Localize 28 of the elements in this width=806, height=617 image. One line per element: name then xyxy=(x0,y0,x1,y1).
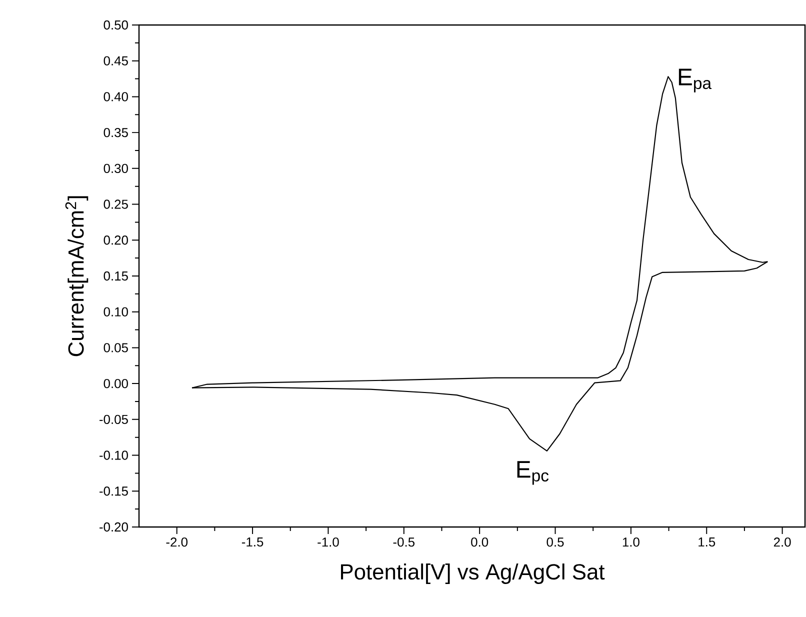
x-tick-label: 0.5 xyxy=(546,538,564,547)
y-tick-label: -0.05 xyxy=(100,414,128,424)
x-tick-label: -0.5 xyxy=(393,538,415,547)
annotation: E$_{pc}$ xyxy=(517,461,549,485)
y-tick-label: 0.35 xyxy=(104,128,128,138)
x-tick-label: 0.0 xyxy=(471,538,488,547)
y-tick-label: 0.00 xyxy=(104,378,128,388)
x-axis-title: Potential[V] vs Ag/AgCl Sat xyxy=(341,564,605,584)
y-tick-label: 0.15 xyxy=(104,271,128,281)
x-tick-label: 1.0 xyxy=(622,538,640,547)
y-tick-label: 0.50 xyxy=(104,20,128,30)
y-tick-label: 0.05 xyxy=(104,343,128,352)
x-tick-label: -1.0 xyxy=(318,538,339,547)
y-tick-label: 0.10 xyxy=(104,307,128,316)
y-tick-label: 0.20 xyxy=(104,236,128,245)
x-tick-label: -1.5 xyxy=(242,538,264,547)
y-tick-label: 0.30 xyxy=(104,164,128,173)
y-tick-label: -0.10 xyxy=(100,450,128,460)
annotation: E$_{pa}$ xyxy=(678,68,712,92)
y-axis-title: Current[mA/cm$^{2}$] xyxy=(65,196,88,356)
y-tick-label: -0.20 xyxy=(100,522,128,532)
y-tick-label: 0.45 xyxy=(104,56,128,66)
y-tick-label: 0.25 xyxy=(104,200,128,209)
x-tick-label: -2.0 xyxy=(166,538,188,547)
x-tick-label: 1.5 xyxy=(698,538,716,547)
x-tick-label: 2.0 xyxy=(774,538,791,547)
y-tick-label: -0.15 xyxy=(100,486,128,496)
y-tick-label: 0.40 xyxy=(104,92,128,102)
